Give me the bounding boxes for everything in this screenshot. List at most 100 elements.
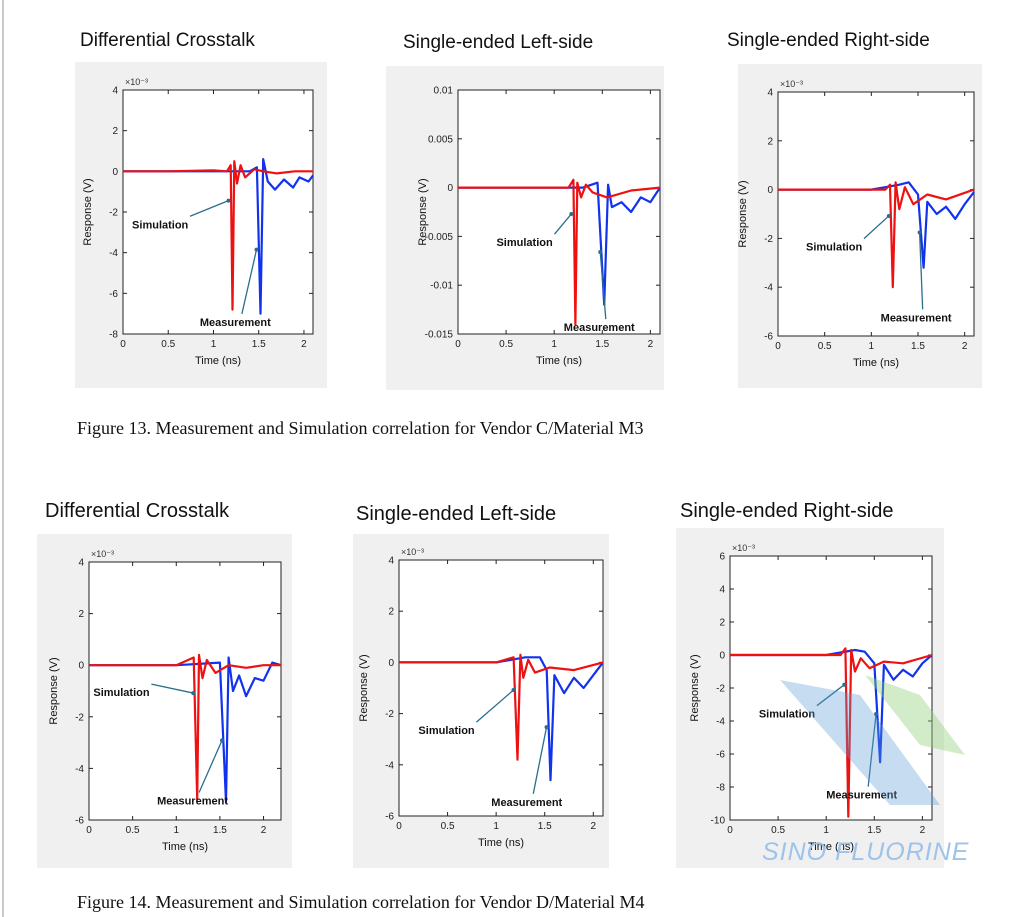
- x-tick-label: 0: [775, 341, 781, 352]
- page-left-border: [2, 0, 4, 917]
- figure13-chart3-title: Single-ended Right-side: [727, 30, 930, 51]
- y-tick-label: 4: [78, 558, 84, 569]
- annotation-arrow: [553, 213, 572, 235]
- y-axis-label: Response (V): [82, 178, 94, 245]
- y-tick-label: 2: [719, 618, 725, 629]
- y-tick-label: 2: [388, 607, 394, 618]
- measurement-annotation: Measurement: [826, 790, 897, 802]
- annotation-arrow-head: [842, 682, 847, 687]
- figure14-chart3-title: Single-ended Right-side: [680, 500, 894, 522]
- x-tick-label: 0.5: [126, 825, 140, 836]
- y-tick-label: 4: [112, 86, 118, 97]
- figure14-chart2-panel: 4 2 0 -2 -4 -6 0 0.5 1 1.5 2 ×10⁻³ Time (ns) Response…: [353, 534, 609, 868]
- annotation-arrow: [189, 200, 229, 217]
- annotation-arrow-head: [511, 688, 516, 693]
- figure13-chart2-panel: 0.01 0.005 0 -0.005 -0.01 -0.015 0 0.5 1 1.5 2 Time…: [386, 66, 664, 390]
- plot-area: [777, 91, 975, 337]
- x-axis-label: Time (ns): [195, 355, 241, 367]
- plot-area: [729, 555, 933, 821]
- simulation-annotation: Simulation: [93, 687, 150, 699]
- annotation-arrow: [599, 251, 607, 320]
- annotation-arrow-head: [191, 691, 196, 696]
- x-tick-label: 1: [173, 825, 179, 836]
- annotation-arrow: [241, 249, 258, 315]
- y-axis-label: Response (V): [738, 180, 749, 247]
- x-tick-label: 0.5: [771, 825, 785, 836]
- annotation-arrow: [816, 684, 845, 707]
- simulation-series-line: [123, 160, 313, 311]
- figure13-chart3-panel: 4 2 0 -2 -4 -6 0 0.5 1 1.5 2 ×10⁻³ Time (ns) Response…: [737, 64, 982, 388]
- y-tick-label: 0: [767, 185, 773, 196]
- simulation-annotation: Simulation: [418, 725, 475, 737]
- simulation-series-line: [458, 178, 661, 326]
- y-tick-label: -2: [385, 709, 394, 720]
- annotation-arrow-head: [226, 198, 231, 203]
- y-axis-exponent: ×10⁻³: [91, 549, 114, 559]
- y-axis-label: Response (V): [417, 178, 429, 245]
- x-tick-label: 1.5: [595, 339, 609, 350]
- watermark-green-shape: [865, 675, 965, 755]
- x-axis-label: Time (ns): [808, 841, 854, 853]
- figure13-chart1-panel: 4 2 0 -2 -4 -6 -8 0 0.5 1 1.5 2 ×10⁻³ Time (ns) Respon…: [75, 62, 327, 388]
- annotation-arrow: [476, 689, 514, 723]
- measurement-annotation: Measurement: [157, 796, 228, 808]
- annotation-arrow: [918, 232, 924, 310]
- figure14-chart3-panel: 6 4 2 0 -2 -4 -6 -8 -10 0 0.5 1 1.5 2 ×10⁻³ Time (ns) Re…: [676, 528, 944, 868]
- y-tick-label: 0: [112, 167, 118, 178]
- x-tick-label: 2: [962, 341, 968, 352]
- y-axis-label: Response (V): [689, 654, 701, 721]
- x-axis-label: Time (ns): [536, 355, 582, 367]
- x-tick-label: 0.5: [161, 339, 175, 350]
- y-tick-label: 2: [78, 609, 84, 620]
- annotation-arrow: [532, 727, 548, 794]
- y-tick-label: 4: [767, 88, 773, 99]
- annotation-arrow-head: [598, 250, 603, 255]
- x-tick-label: 2: [920, 825, 926, 836]
- x-tick-label: 2: [648, 339, 654, 350]
- x-tick-label: 2: [301, 339, 307, 350]
- y-tick-label: -4: [716, 717, 725, 728]
- annotation-arrow: [198, 740, 223, 793]
- plot-area: [122, 89, 314, 335]
- figure14-chart2-title: Single-ended Left-side: [356, 503, 557, 525]
- y-tick-label: -6: [75, 816, 84, 827]
- x-tick-label: 1: [551, 339, 557, 350]
- figure13-caption: Figure 13. Measurement and Simulation co…: [77, 418, 644, 438]
- simulation-annotation: Simulation: [132, 219, 189, 231]
- y-tick-label: -8: [109, 330, 118, 341]
- figure14-chart1-title: Differential Crosstalk: [45, 500, 230, 522]
- x-axis-label: Time (ns): [853, 357, 899, 369]
- x-tick-label: 0.5: [499, 339, 513, 350]
- y-tick-label: 0.01: [434, 86, 454, 97]
- x-tick-label: 0: [455, 339, 461, 350]
- y-tick-label: 0.005: [428, 134, 453, 145]
- y-tick-label: -6: [764, 332, 773, 343]
- x-tick-label: 0: [727, 825, 733, 836]
- x-tick-label: 0: [396, 821, 402, 832]
- x-tick-label: 2: [591, 821, 597, 832]
- y-tick-label: 0: [719, 651, 725, 662]
- watermark-text: SINO FLUORINE: [762, 838, 970, 866]
- simulation-series-line: [89, 653, 281, 801]
- measurement-annotation: Measurement: [564, 322, 635, 334]
- x-tick-label: 0.5: [818, 341, 832, 352]
- y-tick-label: 4: [719, 585, 725, 596]
- simulation-annotation: Simulation: [496, 237, 553, 249]
- simulation-annotation: Simulation: [806, 242, 863, 254]
- annotation-arrow-head: [874, 711, 879, 716]
- y-tick-label: 0: [447, 183, 453, 194]
- measurement-annotation: Measurement: [881, 312, 952, 324]
- x-tick-label: 1.5: [867, 825, 881, 836]
- y-tick-label: -4: [75, 764, 84, 775]
- annotation-arrow-head: [544, 725, 549, 730]
- figure13-chart1-title: Differential Crosstalk: [80, 30, 255, 51]
- y-axis-label: Response (V): [48, 657, 60, 724]
- y-axis-label: Response (V): [358, 654, 370, 721]
- y-tick-label: -0.01: [430, 281, 453, 292]
- y-tick-label: -4: [109, 248, 118, 259]
- figure13-chart2-title: Single-ended Left-side: [403, 32, 594, 53]
